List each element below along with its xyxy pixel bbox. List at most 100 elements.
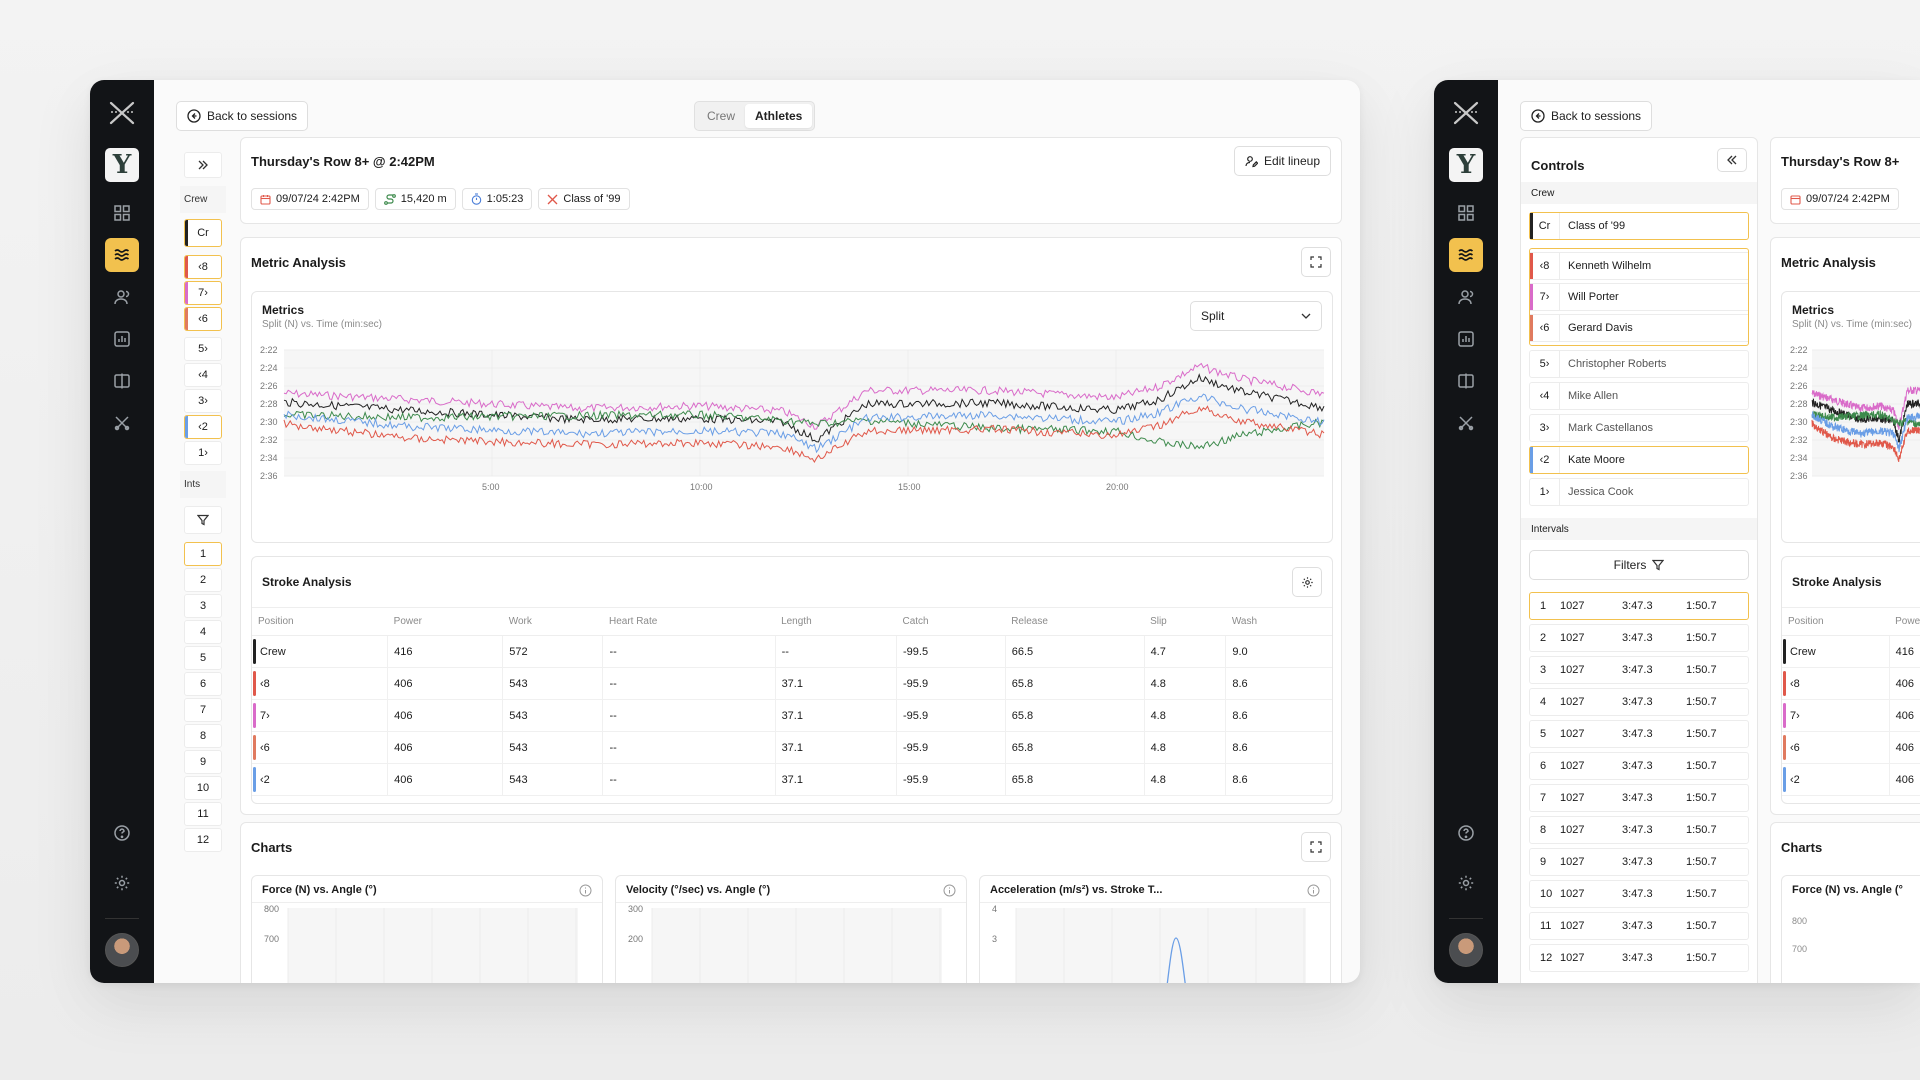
toggle-athletes[interactable]: Athletes xyxy=(745,104,813,128)
interval-cell[interactable]: 2 xyxy=(184,568,222,592)
interval-row[interactable]: 11 1027 3:47.3 1:50.7 xyxy=(1529,912,1749,940)
interval-cell[interactable]: 6 xyxy=(184,672,222,696)
session-title-preview: Thursday's Row 8+ xyxy=(1781,154,1900,169)
interval-cell[interactable]: 11 xyxy=(184,802,222,826)
interval-row[interactable]: 12 1027 3:47.3 1:50.7 xyxy=(1529,944,1749,972)
interval-cell[interactable]: 4 xyxy=(184,620,222,644)
interval-row[interactable]: 4 1027 3:47.3 1:50.7 xyxy=(1529,688,1749,716)
interval-cell[interactable]: 12 xyxy=(184,828,222,852)
sessions-waves-icon[interactable] xyxy=(1449,238,1483,272)
table-row[interactable]: ‹8 406 xyxy=(1782,667,1920,700)
expand-controls-button[interactable] xyxy=(184,152,222,178)
compare-icon[interactable] xyxy=(1449,364,1483,398)
info-icon[interactable] xyxy=(1307,884,1320,897)
table-row[interactable]: ‹6 406 xyxy=(1782,731,1920,764)
sessions-waves-icon[interactable] xyxy=(105,238,139,272)
collapse-controls-button[interactable] xyxy=(1717,148,1747,172)
position-cell[interactable]: 3› xyxy=(184,389,222,413)
interval-cell: 3:47.3 xyxy=(1622,888,1653,900)
athlete-row[interactable]: ‹4 Mike Allen xyxy=(1529,382,1749,410)
table-row[interactable]: ‹2 406 543 -- 37.1 -95.9 65.8 4.8 8.6 xyxy=(252,763,1332,796)
stroke-settings-button[interactable] xyxy=(1292,567,1322,597)
user-avatar[interactable] xyxy=(1449,933,1483,967)
team-logo[interactable]: Y xyxy=(105,148,139,182)
table-row[interactable]: ‹2 406 xyxy=(1782,763,1920,796)
interval-row[interactable]: 2 1027 3:47.3 1:50.7 xyxy=(1529,624,1749,652)
edit-lineup-button[interactable]: Edit lineup xyxy=(1233,146,1331,176)
help-icon[interactable] xyxy=(105,816,139,850)
metric-select[interactable]: Split xyxy=(1190,301,1322,331)
tools-icon[interactable] xyxy=(105,406,139,440)
interval-cell: 1:50.7 xyxy=(1686,920,1717,932)
interval-cell[interactable]: 1 xyxy=(184,542,222,566)
athlete-row[interactable]: 5› Christopher Roberts xyxy=(1529,350,1749,378)
position-cell[interactable]: ‹6 xyxy=(184,307,222,331)
position-cell[interactable]: ‹4 xyxy=(184,363,222,387)
interval-row[interactable]: 10 1027 3:47.3 1:50.7 xyxy=(1529,880,1749,908)
interval-cell[interactable]: 10 xyxy=(184,776,222,800)
position-cell[interactable]: 5› xyxy=(184,337,222,361)
interval-row[interactable]: 8 1027 3:47.3 1:50.7 xyxy=(1529,816,1749,844)
interval-row[interactable]: 3 1027 3:47.3 1:50.7 xyxy=(1529,656,1749,684)
table-row[interactable]: 7› 406 xyxy=(1782,699,1920,732)
expand-metric-button[interactable] xyxy=(1301,247,1331,277)
table-cell: -99.5 xyxy=(896,635,1006,668)
back-to-sessions-button[interactable]: Back to sessions xyxy=(176,101,309,131)
reports-chart-icon[interactable] xyxy=(1449,322,1483,356)
expand-charts-button[interactable] xyxy=(1301,832,1331,862)
info-icon[interactable] xyxy=(943,884,956,897)
athlete-row[interactable]: ‹6 Gerard Davis xyxy=(1530,314,1748,342)
y-tick-label: 2:34 xyxy=(1790,453,1808,463)
interval-cell[interactable]: 5 xyxy=(184,646,222,670)
reports-chart-icon[interactable] xyxy=(105,322,139,356)
toggle-crew[interactable]: Crew xyxy=(707,109,736,123)
team-logo[interactable]: Y xyxy=(1449,148,1483,182)
crew-label: Crew xyxy=(180,186,226,213)
athletes-icon[interactable] xyxy=(105,280,139,314)
athlete-row[interactable]: 3› Mark Castellanos xyxy=(1529,414,1749,442)
interval-cell[interactable]: 8 xyxy=(184,724,222,748)
filter-button[interactable] xyxy=(184,506,222,534)
control-crew-row[interactable]: Cr Class of '99 xyxy=(1529,212,1749,240)
table-row[interactable]: Crew 416 xyxy=(1782,635,1920,668)
table-cell: -- xyxy=(774,635,897,668)
info-icon[interactable] xyxy=(579,884,592,897)
chart-panel: Force (N) vs. Angle (°) 800 700 xyxy=(251,875,603,983)
dashboard-icon[interactable] xyxy=(105,196,139,230)
athlete-row[interactable]: ‹8 Kenneth Wilhelm xyxy=(1530,252,1748,280)
dashboard-icon[interactable] xyxy=(1449,196,1483,230)
filters-button[interactable]: Filters xyxy=(1529,550,1749,580)
position-cell[interactable]: 1› xyxy=(184,441,222,465)
table-row[interactable]: ‹6 406 543 -- 37.1 -95.9 65.8 4.8 8.6 xyxy=(252,731,1332,764)
tools-icon[interactable] xyxy=(1449,406,1483,440)
table-row[interactable]: 7› 406 543 -- 37.1 -95.9 65.8 4.8 8.6 xyxy=(252,699,1332,732)
table-row[interactable]: Crew 416 572 -- -- -99.5 66.5 4.7 9.0 xyxy=(252,635,1332,668)
settings-gear-icon[interactable] xyxy=(1449,866,1483,900)
athlete-row[interactable]: 7› Will Porter xyxy=(1530,283,1748,311)
interval-cell[interactable]: 3 xyxy=(184,594,222,618)
interval-cell[interactable]: 7 xyxy=(184,698,222,722)
interval-row[interactable]: 7 1027 3:47.3 1:50.7 xyxy=(1529,784,1749,812)
athlete-row[interactable]: 1› Jessica Cook xyxy=(1529,478,1749,506)
interval-row[interactable]: 5 1027 3:47.3 1:50.7 xyxy=(1529,720,1749,748)
interval-row[interactable]: 9 1027 3:47.3 1:50.7 xyxy=(1529,848,1749,876)
athlete-row[interactable]: ‹2 Kate Moore xyxy=(1529,446,1749,474)
position-cell[interactable]: ‹2 xyxy=(184,415,222,439)
position-cell[interactable]: ‹8 xyxy=(184,255,222,279)
compare-icon[interactable] xyxy=(105,364,139,398)
interval-row[interactable]: 6 1027 3:47.3 1:50.7 xyxy=(1529,752,1749,780)
table-row[interactable]: ‹8 406 543 -- 37.1 -95.9 65.8 4.8 8.6 xyxy=(252,667,1332,700)
interval-cell: 1027 xyxy=(1560,664,1585,676)
back-to-sessions-button[interactable]: Back to sessions xyxy=(1520,101,1653,131)
interval-row[interactable]: 1 1027 3:47.3 1:50.7 xyxy=(1529,592,1749,620)
help-icon[interactable] xyxy=(1449,816,1483,850)
athletes-icon[interactable] xyxy=(1449,280,1483,314)
interval-cell[interactable]: 9 xyxy=(184,750,222,774)
interval-cell: 1027 xyxy=(1560,952,1585,964)
interval-cell: 1027 xyxy=(1560,856,1585,868)
user-avatar[interactable] xyxy=(105,933,139,967)
position-cell[interactable]: 7› xyxy=(184,281,222,305)
settings-gear-icon[interactable] xyxy=(105,866,139,900)
crew-cell[interactable]: Cr xyxy=(184,219,222,247)
